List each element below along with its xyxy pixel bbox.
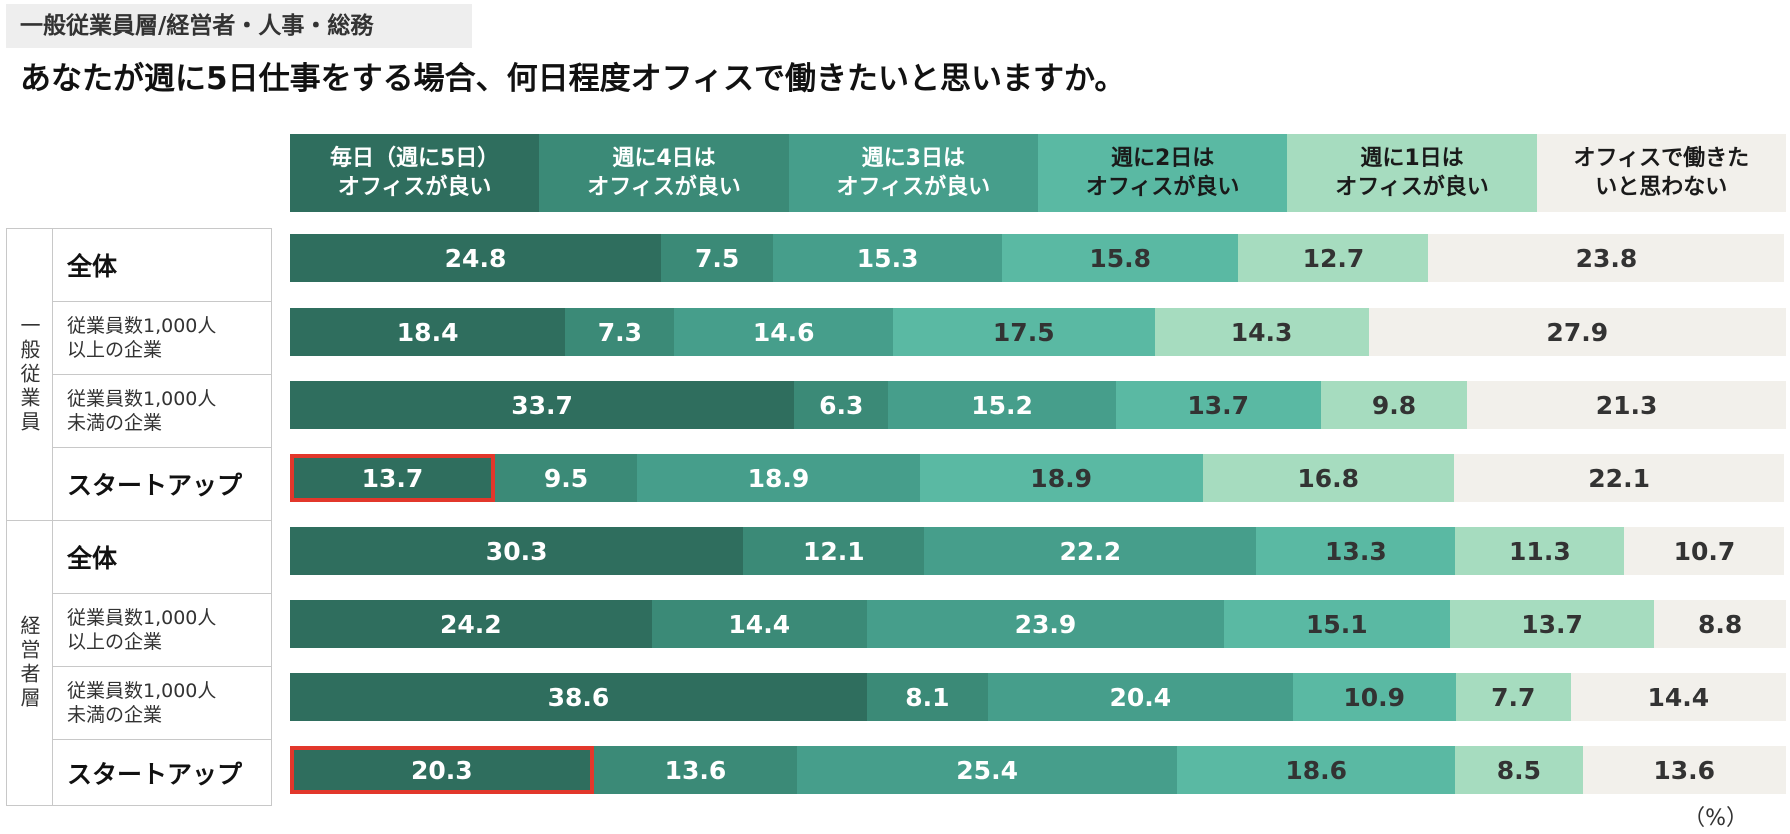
bar-segment-r4-s2: 22.2 xyxy=(924,527,1257,575)
legend-item-1: 週に4日は オフィスが良い xyxy=(539,134,789,212)
bar-segment-r5-s4: 13.7 xyxy=(1449,600,1655,648)
bar-segment-r0-s3: 15.8 xyxy=(1002,234,1239,282)
bar-segment-r1-s2: 14.6 xyxy=(674,308,893,356)
row-label-4: 全体 xyxy=(53,520,271,593)
bar-segment-r2-s3: 13.7 xyxy=(1115,381,1321,429)
bar-segment-r1-s5: 27.9 xyxy=(1368,308,1786,356)
bar-segment-r0-s2: 15.3 xyxy=(773,234,1003,282)
legend-item-2: 週に3日は オフィスが良い xyxy=(788,134,1038,212)
legend-item-3: 週に2日は オフィスが良い xyxy=(1037,134,1288,212)
bar-segment-r0-s4: 12.7 xyxy=(1238,234,1429,282)
legend-item-0: 毎日（週に5日） オフィスが良い xyxy=(290,134,540,212)
bar-segment-r7-s0: 20.3 xyxy=(290,746,594,794)
legend-item-4: 週に1日は オフィスが良い xyxy=(1287,134,1537,212)
bar-segment-r2-s2: 15.2 xyxy=(888,381,1116,429)
row-label-5: 従業員数1,000人 以上の企業 xyxy=(53,593,271,666)
bar-segment-r7-s5: 13.6 xyxy=(1582,746,1786,794)
bar-segment-r6-s0: 38.6 xyxy=(290,673,867,721)
group-label-employees: 一般従業員 xyxy=(7,229,53,520)
bar-row-4: 30.3 12.1 22.2 13.3 11.3 10.7 xyxy=(290,527,1786,575)
bar-row-6: 38.6 8.1 20.4 10.9 7.7 14.4 xyxy=(290,673,1786,721)
bar-segment-r6-s3: 10.9 xyxy=(1292,673,1456,721)
bar-row-3: 13.7 9.5 18.9 18.9 16.8 22.1 xyxy=(290,454,1786,502)
bar-segment-r5-s5: 8.8 xyxy=(1654,600,1786,648)
bar-segment-r6-s5: 14.4 xyxy=(1570,673,1786,721)
row-label-1: 従業員数1,000人 以上の企業 xyxy=(53,301,271,374)
row-label-6: 従業員数1,000人 未満の企業 xyxy=(53,666,271,739)
bar-segment-r5-s0: 24.2 xyxy=(290,600,652,648)
bar-segment-r2-s5: 21.3 xyxy=(1467,381,1786,429)
bar-segment-r3-s4: 16.8 xyxy=(1202,454,1454,502)
bar-segment-r1-s3: 17.5 xyxy=(892,308,1155,356)
row-label-7: スタートアップ xyxy=(53,739,271,805)
bar-row-0: 24.8 7.5 15.3 15.8 12.7 23.8 xyxy=(290,234,1786,282)
bar-segment-r2-s4: 9.8 xyxy=(1320,381,1468,429)
group-label-executives: 経営者層 xyxy=(7,520,53,805)
bar-segment-r4-s0: 30.3 xyxy=(290,527,744,575)
bar-segment-r2-s0: 33.7 xyxy=(290,381,795,429)
bar-segment-r7-s3: 18.6 xyxy=(1177,746,1456,794)
bar-segment-r3-s5: 22.1 xyxy=(1453,454,1785,502)
row-label-2: 従業員数1,000人 未満の企業 xyxy=(53,374,271,447)
stacked-bar-chart: 24.8 7.5 15.3 15.8 12.7 23.8 18.4 7.3 14.6 17.5 14… xyxy=(290,228,1786,806)
bar-segment-r3-s2: 18.9 xyxy=(637,454,920,502)
bar-segment-r4-s3: 13.3 xyxy=(1256,527,1456,575)
bar-segment-r6-s2: 20.4 xyxy=(987,673,1293,721)
row-label-table: 一般従業員 経営者層 全体 従業員数1,000人 以上の企業 従業員数1,000人 未満… xyxy=(6,228,272,806)
bar-segment-r0-s0: 24.8 xyxy=(290,234,661,282)
bar-segment-r0-s1: 7.5 xyxy=(661,234,774,282)
row-label-0: 全体 xyxy=(67,252,118,281)
bar-segment-r1-s4: 14.3 xyxy=(1154,308,1369,356)
bar-segment-r1-s0: 18.4 xyxy=(290,308,566,356)
legend-item-5: オフィスで働きた いと思わない xyxy=(1536,134,1786,212)
row-label-3: スタートアップ xyxy=(53,447,271,520)
bar-segment-r4-s4: 11.3 xyxy=(1455,527,1625,575)
bar-segment-r3-s0: 13.7 xyxy=(290,454,495,502)
chart-subtitle: 一般従業員層/経営者・人事・総務 xyxy=(6,4,472,48)
bar-segment-r0-s5: 23.8 xyxy=(1428,234,1785,282)
bar-row-5: 24.2 14.4 23.9 15.1 13.7 8.8 xyxy=(290,600,1786,648)
legend: 毎日（週に5日） オフィスが良い 週に4日は オフィスが良い 週に3日は オフィスが… xyxy=(290,134,1786,212)
bar-segment-r7-s1: 13.6 xyxy=(593,746,798,794)
chart-title: あなたが週に5日仕事をする場合、何日程度オフィスで働きたいと思いますか。 xyxy=(20,61,1126,97)
bar-segment-r5-s2: 23.9 xyxy=(866,600,1225,648)
bar-segment-r5-s3: 15.1 xyxy=(1224,600,1450,648)
bar-row-7: 20.3 13.6 25.4 18.6 8.5 13.6 xyxy=(290,746,1786,794)
bar-row-2: 33.7 6.3 15.2 13.7 9.8 21.3 xyxy=(290,381,1786,429)
bar-segment-r7-s2: 25.4 xyxy=(797,746,1178,794)
bar-segment-r2-s1: 6.3 xyxy=(794,381,889,429)
bar-segment-r3-s1: 9.5 xyxy=(494,454,638,502)
bar-segment-r6-s4: 7.7 xyxy=(1455,673,1571,721)
bar-segment-r3-s3: 18.9 xyxy=(919,454,1203,502)
bar-segment-r4-s1: 12.1 xyxy=(743,527,925,575)
unit-label: （%） xyxy=(1683,806,1748,831)
bar-row-1: 18.4 7.3 14.6 17.5 14.3 27.9 xyxy=(290,308,1786,356)
bar-segment-r4-s5: 10.7 xyxy=(1624,527,1785,575)
bar-segment-r1-s1: 7.3 xyxy=(565,308,675,356)
bar-segment-r5-s1: 14.4 xyxy=(651,600,867,648)
bar-segment-r6-s1: 8.1 xyxy=(866,673,988,721)
bar-segment-r7-s4: 8.5 xyxy=(1455,746,1583,794)
